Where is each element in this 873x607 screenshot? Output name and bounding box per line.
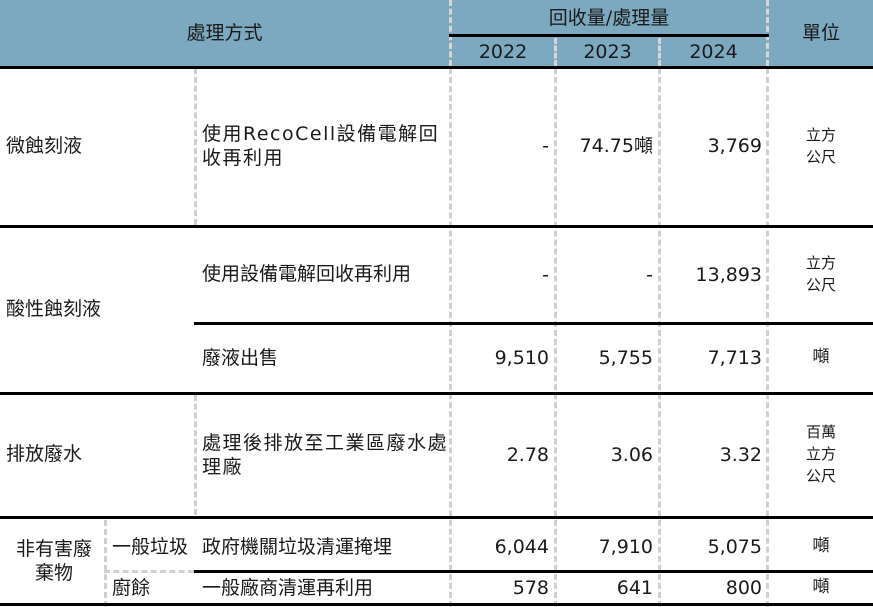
method-label: 使用設備電解回收再利用 — [202, 263, 412, 285]
row-border — [194, 570, 873, 573]
unit-label: 百萬 立方 公尺 — [805, 423, 836, 485]
row-border — [0, 603, 873, 606]
method-label: 廢液出售 — [202, 347, 279, 369]
category-label: 排放廢水 — [6, 443, 83, 465]
header-year-2022: 2022 — [478, 41, 528, 63]
column-divider — [554, 68, 557, 607]
sub-row-divider — [104, 570, 194, 573]
header-divider — [554, 38, 557, 66]
value-2023: 641 — [616, 577, 653, 599]
unit-label: 立方 公尺 — [805, 254, 836, 294]
unit-label: 噸 — [812, 347, 830, 367]
subcategory-label: 廚餘 — [112, 577, 151, 599]
value-2022: - — [542, 264, 549, 286]
row-border — [0, 66, 873, 69]
column-divider — [766, 68, 769, 607]
category-label: 酸性蝕刻液 — [6, 298, 102, 320]
header-divider — [766, 0, 769, 66]
header-year-2023: 2023 — [583, 41, 632, 63]
value-2022: 9,510 — [494, 347, 549, 369]
method-label: 一般廠商清運再利用 — [202, 577, 374, 599]
method-label: 政府機關垃圾清運掩埋 — [202, 536, 393, 558]
value-2024: 3.32 — [719, 444, 762, 466]
value-2022: 578 — [512, 577, 549, 599]
value-2023: 3.06 — [610, 444, 653, 466]
method-label: 使用RecoCell設備電解回收再利用 — [202, 123, 440, 169]
value-2024: 800 — [725, 577, 762, 599]
unit-label: 噸 — [812, 536, 830, 556]
row-border — [0, 516, 873, 519]
header-amount: 回收量/處理量 — [548, 7, 670, 29]
column-divider — [194, 68, 197, 225]
row-border — [194, 322, 873, 325]
value-2024: 13,893 — [695, 264, 762, 286]
header-divider — [449, 0, 452, 66]
column-divider — [104, 520, 107, 607]
unit-label: 立方 公尺 — [805, 126, 836, 166]
value-2022: - — [542, 135, 549, 157]
header-unit: 單位 — [801, 22, 840, 44]
value-2024: 7,713 — [707, 347, 762, 369]
row-border — [0, 225, 873, 228]
value-2022: 2.78 — [506, 444, 549, 466]
value-2023: - — [646, 264, 653, 286]
unit-label: 噸 — [812, 577, 830, 597]
value-2024: 3,769 — [707, 135, 762, 157]
value-2023: 74.75噸 — [579, 135, 653, 157]
column-divider — [194, 395, 197, 515]
value-2022: 6,044 — [494, 536, 549, 558]
subcategory-label: 一般垃圾 — [112, 536, 189, 558]
header-subline — [449, 34, 769, 37]
column-divider — [658, 68, 661, 607]
category-label: 微蝕刻液 — [6, 135, 83, 157]
row-border — [0, 392, 873, 395]
category-label: 非有害廢 棄物 — [15, 538, 92, 584]
table-header — [0, 0, 873, 66]
method-label: 處理後排放至工業區廢水處理廠 — [202, 432, 449, 478]
value-2023: 5,755 — [598, 347, 653, 369]
value-2023: 7,910 — [598, 536, 653, 558]
value-2024: 5,075 — [707, 536, 762, 558]
column-divider — [449, 68, 452, 607]
header-year-2024: 2024 — [689, 41, 738, 63]
header-method: 處理方式 — [186, 22, 263, 44]
header-divider — [658, 38, 661, 66]
